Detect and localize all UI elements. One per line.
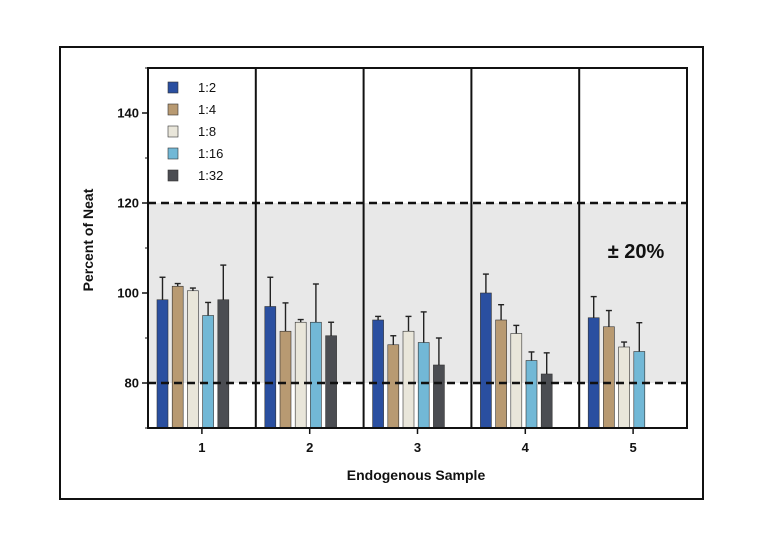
- axes-layer: 80 100 120 140 1 2 3 4 5: [117, 67, 688, 455]
- bar: [495, 319, 507, 429]
- bar: [156, 299, 169, 429]
- bar: [402, 330, 415, 429]
- x-tick-label: 3: [414, 440, 421, 455]
- bar: [603, 326, 615, 429]
- legend-swatch: [167, 169, 179, 182]
- y-tick-label: 80: [125, 376, 139, 391]
- bar: [387, 344, 400, 429]
- bar: [433, 364, 445, 429]
- bar: [310, 321, 322, 429]
- bar: [279, 330, 292, 429]
- legend-swatch: [167, 81, 179, 94]
- bar: [480, 292, 492, 429]
- legend-label: 1:2: [198, 80, 216, 95]
- bar: [417, 342, 430, 429]
- x-tick-label: 2: [306, 440, 313, 455]
- y-tick-label: 100: [117, 286, 139, 301]
- bar: [264, 306, 277, 429]
- tolerance-band-label: ± 20%: [608, 241, 665, 263]
- legend: 1:2 1:4 1:8 1:16 1:32: [167, 80, 223, 183]
- legend-swatch: [167, 147, 179, 160]
- bar: [525, 360, 538, 429]
- bar: [217, 299, 230, 429]
- x-axis-title: Endogenous Sample: [347, 467, 486, 483]
- legend-label: 1:16: [198, 146, 223, 161]
- x-tick-label: 5: [629, 440, 636, 455]
- bar: [372, 319, 384, 429]
- bar: [187, 290, 199, 429]
- bar: [171, 285, 184, 429]
- y-axis-title: Percent of Neat: [80, 188, 96, 291]
- bar: [618, 346, 630, 429]
- bar: [633, 351, 646, 429]
- legend-label: 1:4: [198, 102, 216, 117]
- y-tick-label: 120: [117, 196, 139, 211]
- bar: [294, 321, 307, 429]
- bar: [587, 317, 600, 429]
- bar: [510, 333, 523, 429]
- bar: [202, 315, 214, 429]
- legend-swatch: [167, 125, 179, 138]
- bars-layer: [156, 264, 646, 429]
- legend-label: 1:32: [198, 168, 223, 183]
- y-tick-label: 140: [117, 106, 139, 121]
- legend-label: 1:8: [198, 124, 216, 139]
- x-tick-label: 4: [522, 440, 530, 455]
- figure-frame: [59, 46, 704, 500]
- x-tick-label: 1: [198, 440, 205, 455]
- legend-swatch: [167, 103, 179, 116]
